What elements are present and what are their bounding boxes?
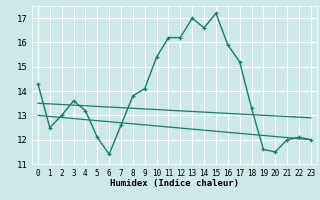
X-axis label: Humidex (Indice chaleur): Humidex (Indice chaleur) <box>110 179 239 188</box>
